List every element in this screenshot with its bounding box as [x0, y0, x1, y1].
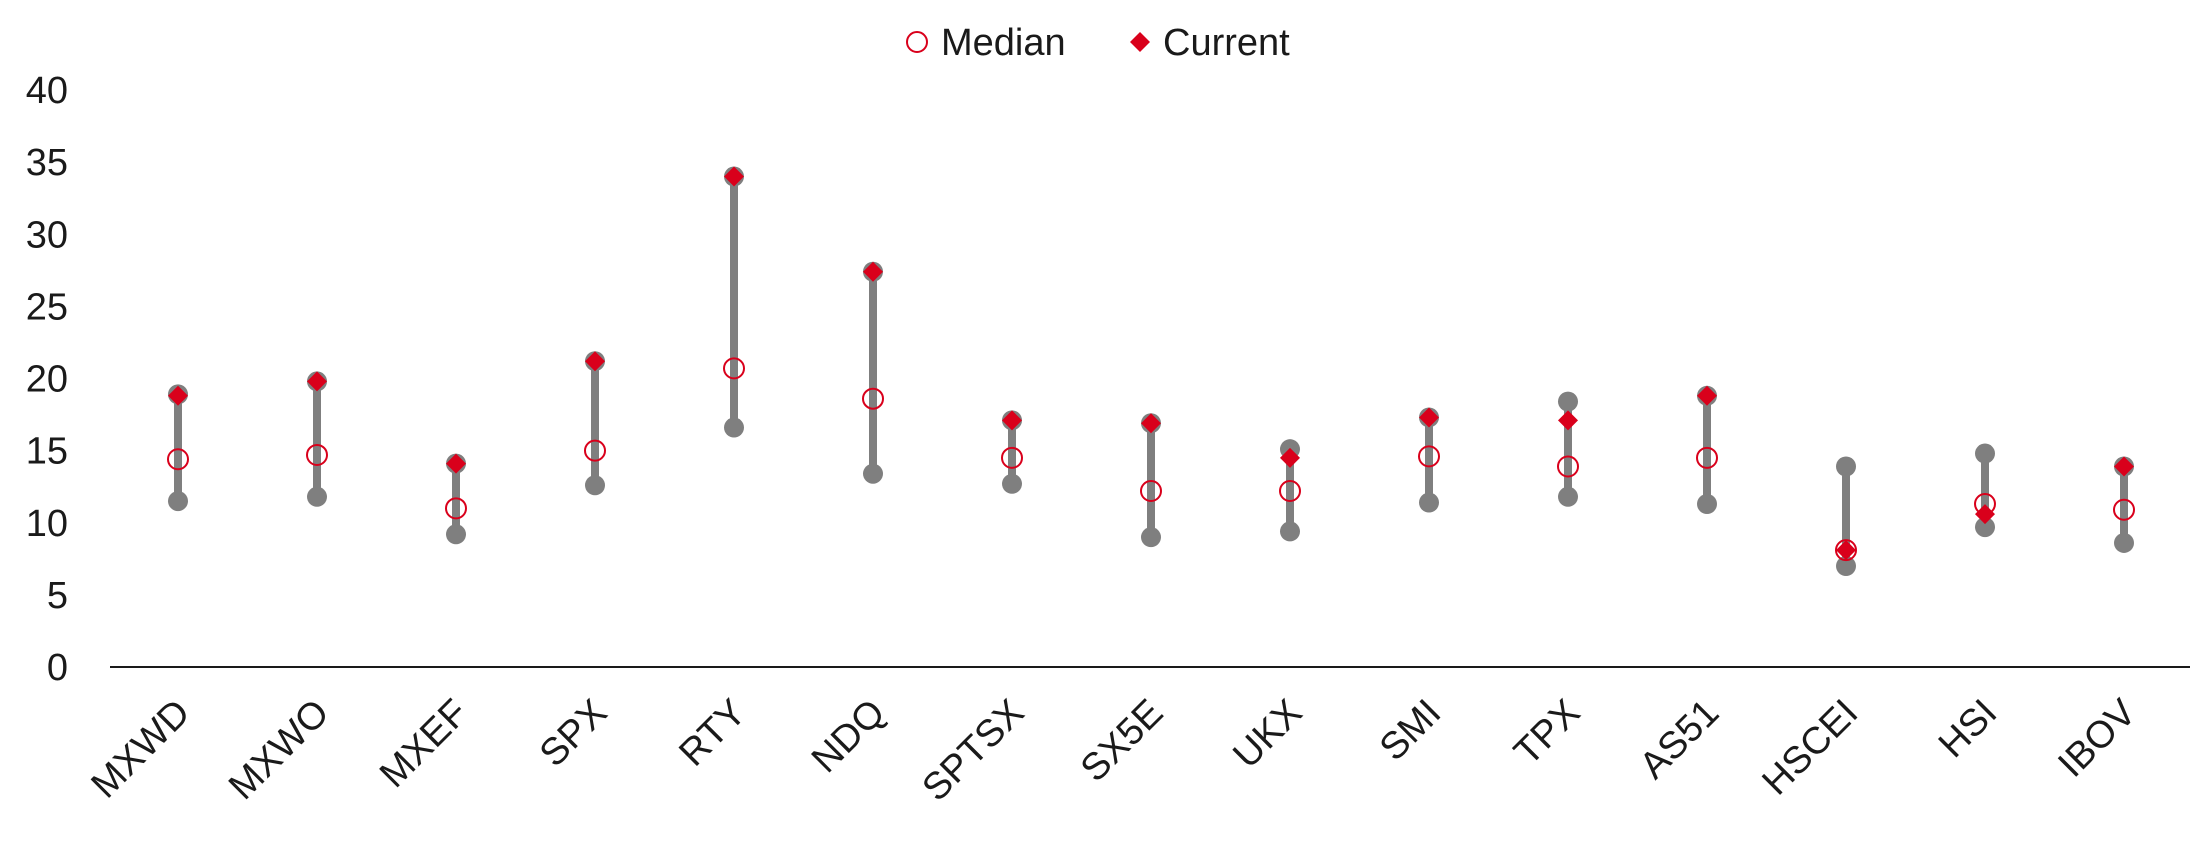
x-category-label: HSCEI: [1755, 692, 1867, 804]
current-marker: [1697, 385, 1717, 406]
range-low-dot: [1280, 521, 1300, 542]
median-marker: [862, 387, 884, 410]
range-low-dot: [1697, 493, 1717, 514]
x-category-label: IBOV: [2050, 691, 2144, 785]
range-low-dot: [1975, 517, 1995, 538]
current-marker: [724, 166, 744, 187]
x-axis: MXWD MXWO MXEF SPX RTY NDQ SPTSX SX5E UKX SMI TPX A…: [84, 666, 2190, 810]
y-tick-label: 25: [26, 286, 68, 328]
median-marker: [306, 443, 328, 466]
y-tick-label: 0: [47, 647, 68, 689]
median-marker: [1696, 446, 1718, 469]
range-low-dot: [1419, 492, 1439, 513]
current-marker: [863, 261, 883, 282]
x-category-label: NDQ: [804, 692, 893, 781]
range-low-dot: [168, 491, 188, 512]
range-low-dot: [1141, 527, 1161, 548]
x-category-label: SPTSX: [915, 692, 1033, 810]
current-marker: [1419, 407, 1439, 428]
current-marker: [1836, 540, 1856, 561]
median-marker: [1418, 445, 1440, 468]
legend-current-label: Current: [1163, 22, 1290, 64]
range-low-dot: [585, 475, 605, 496]
x-category-label: AS51: [1632, 692, 1727, 787]
range-low-dot: [2114, 532, 2134, 553]
markers: [167, 166, 2135, 562]
x-category-label: TPX: [1506, 692, 1588, 774]
x-category-label: SMI: [1372, 692, 1449, 769]
y-tick-label: 15: [26, 431, 68, 473]
median-marker: [167, 448, 189, 471]
x-category-label: UKX: [1225, 692, 1310, 777]
median-marker: [584, 439, 606, 462]
current-marker: [307, 371, 327, 392]
range-low-dot: [307, 486, 327, 507]
range-low-dot: [1002, 473, 1022, 494]
median-marker: [2113, 498, 2135, 521]
current-marker: [1002, 410, 1022, 431]
median-marker: [1557, 455, 1579, 478]
current-marker: [1141, 413, 1161, 434]
range-low-dot: [1836, 556, 1856, 577]
range-low-dot: [724, 417, 744, 438]
y-tick-label: 30: [26, 214, 68, 256]
current-marker: [1280, 447, 1300, 468]
current-marker: [168, 385, 188, 406]
y-tick-label: 10: [26, 503, 68, 545]
range-low-dot: [446, 524, 466, 545]
current-marker: [585, 351, 605, 372]
x-category-label: MXEF: [372, 692, 476, 796]
median-marker: [1140, 480, 1162, 503]
current-marker: [1975, 504, 1995, 525]
x-category-label: HSI: [1931, 692, 2006, 767]
median-marker: [1001, 446, 1023, 469]
range-high-dot: [1836, 456, 1856, 477]
y-tick-label: 5: [47, 575, 68, 617]
range-low-dot: [1558, 486, 1578, 507]
x-category-label: SX5E: [1073, 692, 1171, 790]
legend-current-symbol: [1130, 32, 1150, 52]
median-marker: [1279, 480, 1301, 503]
x-category-label: RTY: [671, 692, 754, 775]
x-category-label: MXWD: [84, 692, 199, 807]
range-high-dot: [1975, 443, 1995, 464]
current-marker: [1558, 410, 1578, 431]
y-tick-label: 20: [26, 359, 68, 401]
x-category-label: SPX: [532, 692, 615, 775]
range-high-dot: [1558, 391, 1578, 412]
legend-median-symbol: [906, 31, 928, 53]
y-tick-label: 40: [26, 70, 68, 112]
median-marker: [723, 357, 745, 380]
current-marker: [446, 453, 466, 474]
current-marker: [2114, 456, 2134, 477]
median-marker: [445, 497, 467, 520]
y-axis: 0 5 10 15 20 25 30 35 40: [26, 70, 68, 689]
range-low-dot: [863, 463, 883, 484]
y-tick-label: 35: [26, 142, 68, 184]
x-category-label: MXWO: [221, 692, 337, 808]
legend: Median Current: [906, 22, 1290, 64]
legend-median-label: Median: [941, 22, 1066, 64]
